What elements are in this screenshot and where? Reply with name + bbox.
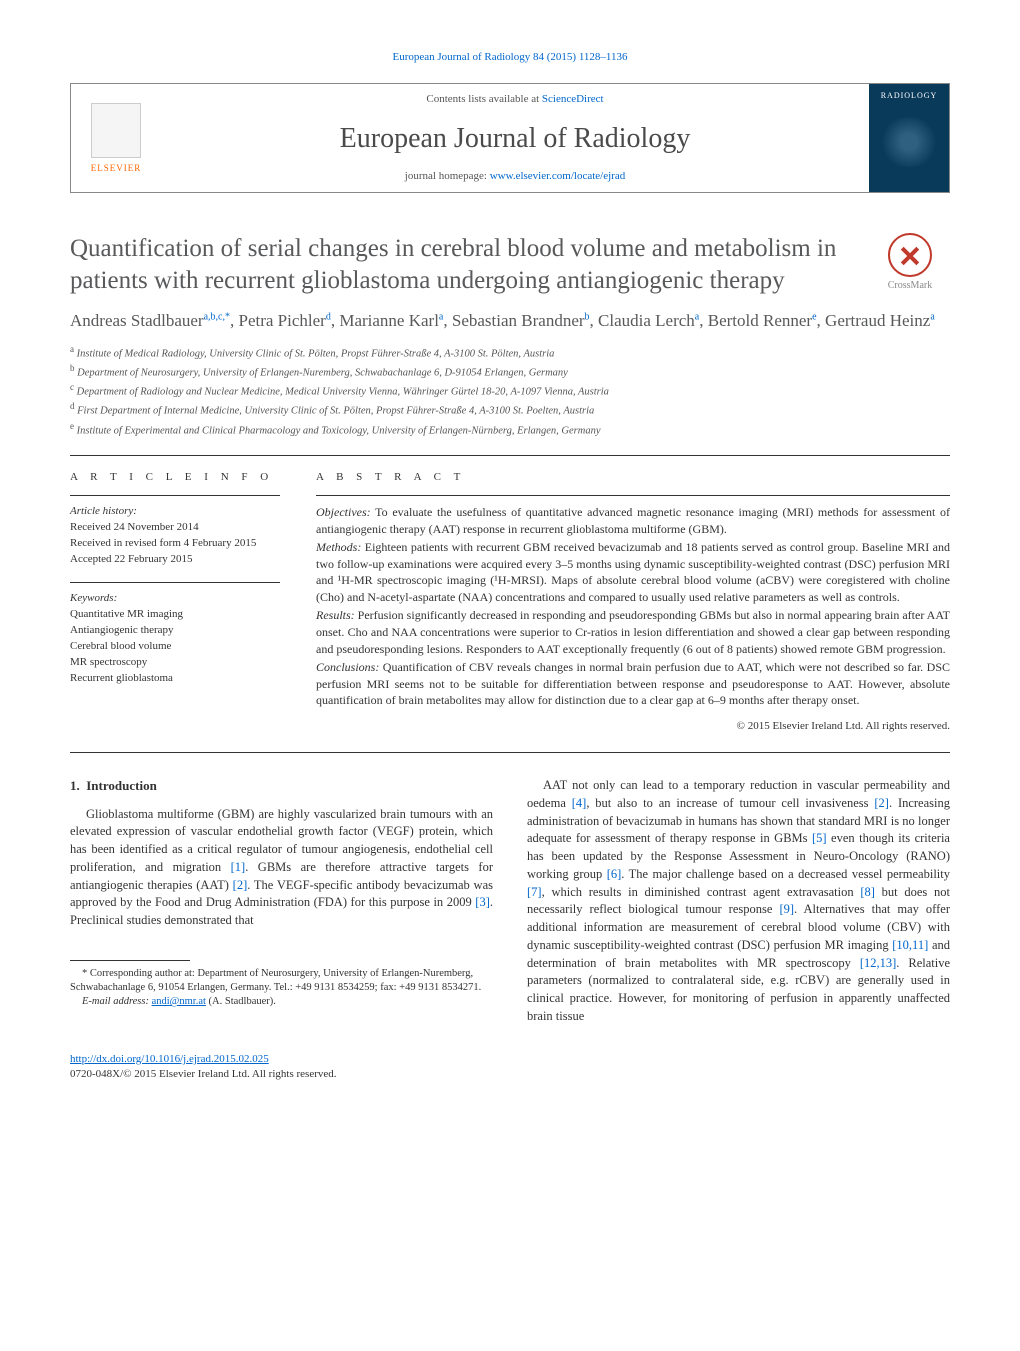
keyword: Cerebral blood volume xyxy=(70,640,171,652)
article-body: 1. Introduction Glioblastoma multiforme … xyxy=(70,777,950,1026)
issn-copyright: 0720-048X/© 2015 Elsevier Ireland Ltd. A… xyxy=(70,1068,337,1080)
journal-title: European Journal of Radiology xyxy=(340,119,691,158)
footnote-divider xyxy=(70,960,190,961)
section-heading: 1. Introduction xyxy=(70,777,493,795)
journal-center: Contents lists available at ScienceDirec… xyxy=(161,84,869,192)
sciencedirect-link[interactable]: ScienceDirect xyxy=(542,93,604,105)
article-history: Article history: Received 24 November 20… xyxy=(70,504,280,568)
contents-available: Contents lists available at ScienceDirec… xyxy=(426,92,603,107)
journal-cover-thumb[interactable]: RADIOLOGY xyxy=(869,84,949,192)
keywords-label: Keywords: xyxy=(70,592,117,604)
journal-homepage: journal homepage: www.elsevier.com/locat… xyxy=(405,169,625,184)
elsevier-tree-icon xyxy=(91,103,141,158)
divider xyxy=(70,495,280,496)
affiliation-b: Department of Neurosurgery, University o… xyxy=(77,368,568,379)
corresponding-author: * Corresponding author at: Department of… xyxy=(70,967,493,995)
accepted-date: Accepted 22 February 2015 xyxy=(70,553,193,565)
section-title: Introduction xyxy=(86,778,157,793)
affiliation-e: Institute of Experimental and Clinical P… xyxy=(77,425,601,436)
email-link[interactable]: andi@nmr.at xyxy=(152,996,206,1007)
article-title: Quantification of serial changes in cere… xyxy=(70,233,870,296)
divider xyxy=(70,455,950,456)
page-footer: http://dx.doi.org/10.1016/j.ejrad.2015.0… xyxy=(70,1052,950,1083)
abstract-heading: a b s t r a c t xyxy=(316,470,950,485)
abstract-copyright: © 2015 Elsevier Ireland Ltd. All rights … xyxy=(316,719,950,734)
author-list: Andreas Stadlbauera,b,c,*, Petra Pichler… xyxy=(70,310,950,333)
article-info-heading: a r t i c l e i n f o xyxy=(70,470,280,485)
keyword: MR spectroscopy xyxy=(70,656,147,668)
email-label: E-mail address: xyxy=(82,996,152,1007)
revised-date: Received in revised form 4 February 2015 xyxy=(70,537,256,549)
homepage-link[interactable]: www.elsevier.com/locate/ejrad xyxy=(490,170,626,182)
article-info-column: a r t i c l e i n f o Article history: R… xyxy=(70,470,280,734)
affiliation-c: Department of Radiology and Nuclear Medi… xyxy=(77,387,609,398)
running-header: European Journal of Radiology 84 (2015) … xyxy=(70,50,950,65)
abstract-column: a b s t r a c t Objectives: To evaluate … xyxy=(316,470,950,734)
doi-link[interactable]: http://dx.doi.org/10.1016/j.ejrad.2015.0… xyxy=(70,1053,269,1065)
journal-banner: ELSEVIER Contents lists available at Sci… xyxy=(70,83,950,193)
divider xyxy=(70,582,280,583)
divider xyxy=(70,752,950,753)
section-number: 1. xyxy=(70,778,80,793)
conclusions-text: Quantification of CBV reveals changes in… xyxy=(316,660,950,707)
objectives-text: To evaluate the usefulness of quantitati… xyxy=(316,505,950,536)
keyword: Antiangiogenic therapy xyxy=(70,624,174,636)
contents-prefix: Contents lists available at xyxy=(426,93,541,105)
keywords-block: Keywords: Quantitative MR imaging Antian… xyxy=(70,591,280,687)
affiliations: a Institute of Medical Radiology, Univer… xyxy=(70,343,950,439)
methods-text: Eighteen patients with recurrent GBM rec… xyxy=(316,540,950,604)
keyword: Quantitative MR imaging xyxy=(70,608,183,620)
crossmark-label: CrossMark xyxy=(888,279,932,293)
conclusions-label: Conclusions: xyxy=(316,660,379,674)
crossmark-icon xyxy=(888,233,932,277)
elsevier-wordmark: ELSEVIER xyxy=(91,162,142,175)
results-text: Perfusion significantly decreased in res… xyxy=(316,608,950,655)
divider xyxy=(316,495,950,496)
objectives-label: Objectives: xyxy=(316,505,371,519)
elsevier-logo[interactable]: ELSEVIER xyxy=(71,84,161,192)
cover-label: RADIOLOGY xyxy=(881,90,938,101)
footnotes: * Corresponding author at: Department of… xyxy=(70,967,493,1010)
affiliation-d: First Department of Internal Medicine, U… xyxy=(77,406,594,417)
homepage-prefix: journal homepage: xyxy=(405,170,490,182)
body-paragraph: AAT not only can lead to a temporary red… xyxy=(527,777,950,1026)
body-paragraph: Glioblastoma multiforme (GBM) are highly… xyxy=(70,806,493,930)
affiliation-a: Institute of Medical Radiology, Universi… xyxy=(77,348,555,359)
results-label: Results: xyxy=(316,608,355,622)
history-label: Article history: xyxy=(70,505,137,517)
crossmark-widget[interactable]: CrossMark xyxy=(870,233,950,293)
received-date: Received 24 November 2014 xyxy=(70,521,199,533)
email-suffix: (A. Stadlbauer). xyxy=(206,996,276,1007)
cover-art-icon xyxy=(879,117,939,167)
keyword: Recurrent glioblastoma xyxy=(70,672,173,684)
methods-label: Methods: xyxy=(316,540,361,554)
